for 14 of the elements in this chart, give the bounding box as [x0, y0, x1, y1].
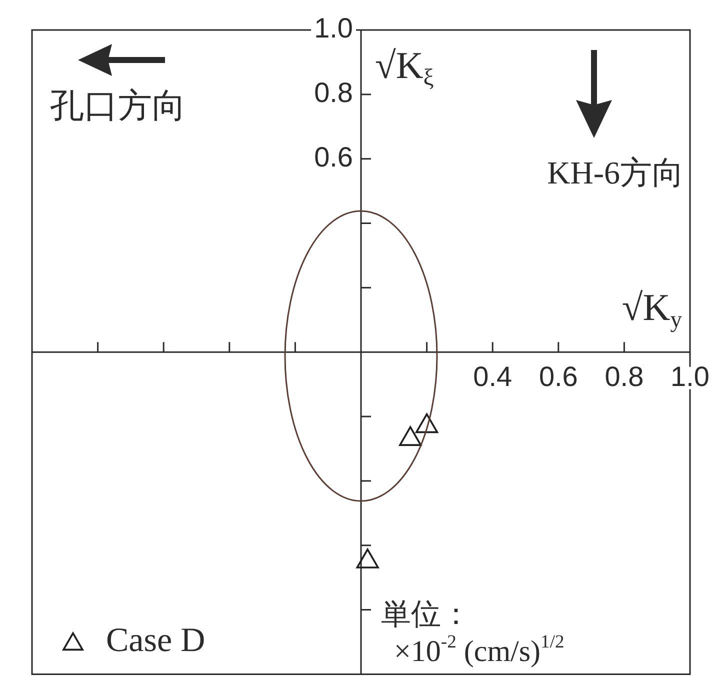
annotation: 孔口方向 [50, 88, 186, 125]
x-tick-label: 0.8 [604, 360, 644, 392]
y-tick-label: 0.8 [314, 77, 354, 108]
y-tick-label: 0.6 [314, 142, 354, 173]
annotation: KH-6方向 [547, 154, 684, 190]
y-tick-label: 1.0 [314, 12, 354, 44]
x-tick-label: 1.0 [670, 360, 710, 392]
point [416, 413, 438, 434]
point [356, 548, 379, 568]
annotation: 単位： [381, 598, 471, 632]
point [399, 426, 422, 446]
legend-label: Case D [106, 622, 206, 660]
x-tick-label: 0.4 [473, 360, 512, 392]
x-tick-label: 0.6 [538, 360, 578, 392]
